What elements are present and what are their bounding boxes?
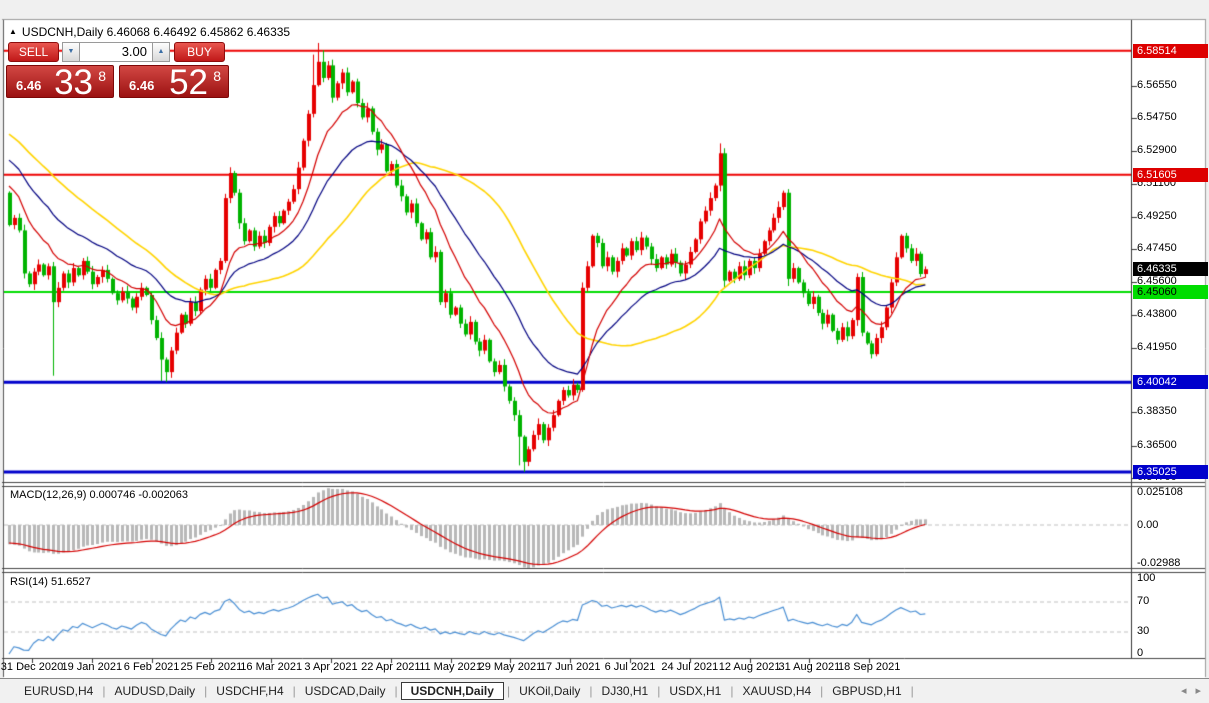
tab-separator: | (102, 684, 106, 698)
tab-separator: | (394, 684, 398, 698)
lot-size-input[interactable]: 3.00 (79, 42, 153, 62)
tab-separator: | (657, 684, 661, 698)
tab-separator: | (910, 684, 914, 698)
rsi-tick-label: 30 (1137, 624, 1150, 637)
sell-price-box[interactable]: 6.46 33 8 (6, 63, 114, 102)
date-label: 29 May 2021 (478, 661, 543, 673)
price-tick-label: 6.43800 (1137, 307, 1177, 320)
price-tick-label: 6.41950 (1137, 340, 1177, 353)
tab-separator: | (589, 684, 593, 698)
chart-tab-eurusd[interactable]: EURUSD,H4 (24, 684, 94, 698)
date-label: 31 Aug 2021 (778, 661, 841, 673)
chart-tab-usdcad[interactable]: USDCAD,Daily (304, 684, 386, 698)
date-label: 11 May 2021 (419, 661, 482, 673)
price-tick-label: 6.49250 (1137, 209, 1177, 222)
tab-separator: | (292, 684, 296, 698)
date-label: 6 Feb 2021 (123, 661, 180, 673)
tab-scroll-arrows: ◂ ▸ (1172, 684, 1201, 697)
lot-decrease-button[interactable]: ▼ (62, 42, 80, 62)
date-label: 24 Jul 2021 (661, 661, 719, 673)
lot-increase-button[interactable]: ▲ (152, 42, 170, 62)
sell-price-prefix: 6.46 (16, 78, 42, 93)
price-tick-label: 6.36500 (1137, 438, 1177, 451)
date-label: 17 Jun 2021 (539, 661, 601, 673)
tab-scroll-left-icon[interactable]: ◂ (1180, 685, 1187, 697)
chart-tab-usdcnh[interactable]: USDCNH,Daily (400, 682, 504, 700)
collapse-panel-icon[interactable]: ▲ (9, 27, 17, 36)
buy-price-prefix: 6.46 (129, 78, 155, 93)
sell-price-pip: 8 (98, 68, 106, 84)
buy-price-big: 52 (169, 63, 208, 102)
date-label: 3 Apr 2021 (304, 661, 358, 673)
price-line-badge: 6.35025 (1133, 465, 1208, 480)
chart-title: ▲ USDCNH,Daily 6.46068 6.46492 6.45862 6.… (9, 25, 290, 39)
chart-tab-gbpusd[interactable]: GBPUSD,H1 (832, 684, 902, 698)
price-line-badge: 6.51605 (1133, 167, 1208, 182)
date-label: 19 Jan 2021 (61, 661, 123, 673)
one-click-trade-panel: SELL ▼ 3.00 ▲ BUY 6.46 33 8 6.46 52 8 (6, 42, 230, 102)
chart-tab-usdx[interactable]: USDX,H1 (669, 684, 722, 698)
tab-separator: | (820, 684, 824, 698)
macd-tick-label: 0.025108 (1137, 486, 1183, 498)
buy-button[interactable]: BUY (174, 42, 225, 62)
price-tick-label: 6.52900 (1137, 144, 1177, 157)
macd-tick-label: -0.02988 (1137, 557, 1181, 569)
sell-price-big: 33 (54, 63, 93, 102)
chart-tab-xauusd[interactable]: XAUUSD,H4 (742, 684, 812, 698)
macd-indicator-label: MACD(12,26,9) 0.000746 -0.002063 (10, 489, 188, 501)
macd-tick-label: 0.00 (1137, 519, 1159, 531)
rsi-indicator-label: RSI(14) 51.6527 (10, 576, 91, 588)
price-line-badge: 6.40042 (1133, 375, 1208, 390)
price-tick-label: 6.38350 (1137, 405, 1177, 418)
price-line-badge: 6.46335 (1133, 262, 1208, 277)
date-label: 18 Sep 2021 (837, 661, 901, 673)
rsi-tick-label: 0 (1137, 647, 1144, 659)
sell-button[interactable]: SELL (8, 42, 59, 62)
date-label: 16 Mar 2021 (240, 661, 303, 673)
chart-tab-dj30[interactable]: DJ30,H1 (601, 684, 649, 698)
price-tick-label: 6.54750 (1137, 111, 1177, 124)
tab-scroll-right-icon[interactable]: ▸ (1195, 685, 1201, 697)
buy-price-box[interactable]: 6.46 52 8 (119, 63, 229, 102)
date-label: 6 Jul 2021 (604, 661, 656, 673)
rsi-tick-label: 70 (1137, 594, 1150, 607)
tab-separator: | (730, 684, 734, 698)
chart-tab-bar: EURUSD,H4 | AUDUSD,Daily | USDCHF,H4 | USDCAD,… (0, 678, 1209, 703)
date-label: 12 Aug 2021 (718, 661, 781, 673)
tab-separator: | (204, 684, 208, 698)
chart-tab-usdchf[interactable]: USDCHF,H4 (216, 684, 284, 698)
date-label: 31 Dec 2020 (0, 661, 64, 673)
price-line-badge: 6.58514 (1133, 43, 1208, 58)
rsi-tick-label: 100 (1137, 572, 1156, 584)
price-line-badge: 6.45060 (1133, 285, 1208, 300)
buy-price-pip: 8 (213, 68, 221, 84)
price-tick-label: 6.45600 (1137, 275, 1177, 288)
chart-tab-ukoil[interactable]: UKOil,Daily (519, 684, 581, 698)
date-label: 22 Apr 2021 (361, 661, 421, 673)
chart-tab-audusd[interactable]: AUDUSD,Daily (114, 684, 196, 698)
chart-title-text: USDCNH,Daily 6.46068 6.46492 6.45862 6.4… (21, 25, 291, 39)
date-label: 25 Feb 2021 (180, 661, 243, 673)
price-tick-label: 6.47450 (1137, 242, 1177, 255)
tab-separator: | (506, 684, 511, 698)
price-tick-label: 6.56550 (1137, 79, 1177, 91)
